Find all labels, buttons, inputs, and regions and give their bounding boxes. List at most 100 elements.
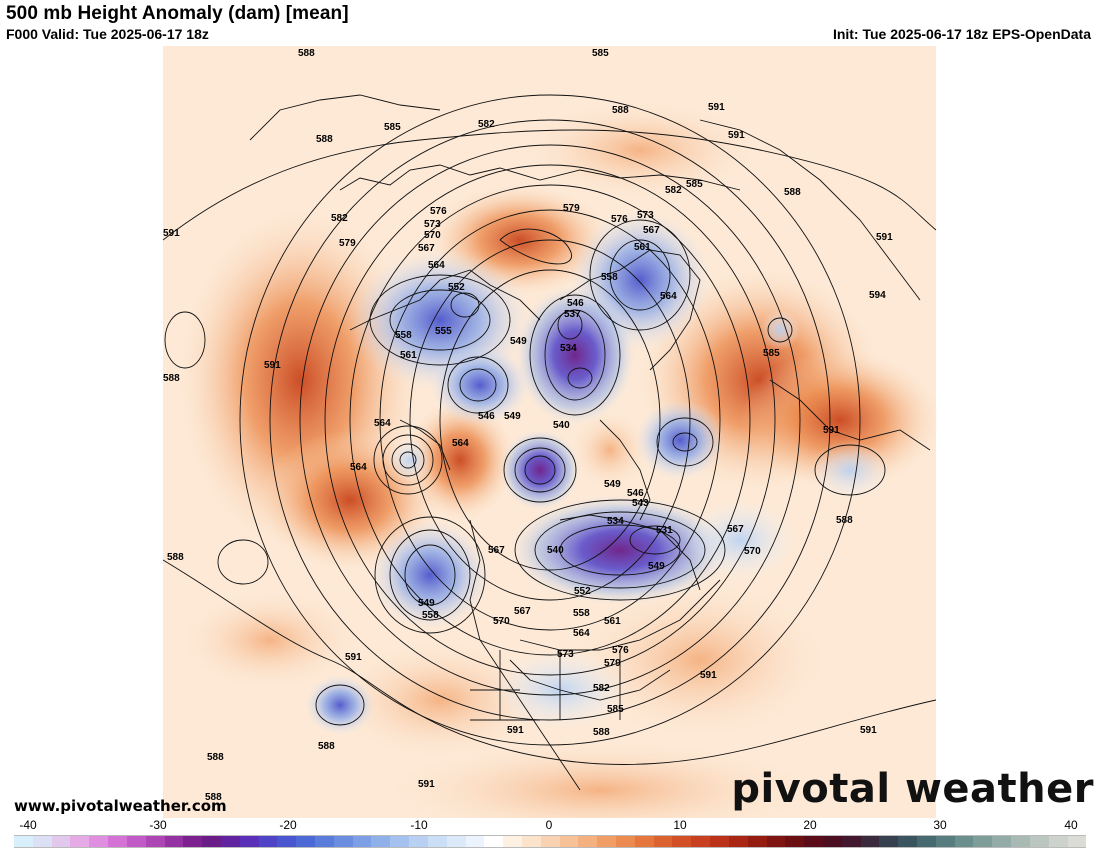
colorbar-swatch xyxy=(89,836,109,847)
contour-label: 537 xyxy=(564,309,581,320)
contour-label: 576 xyxy=(612,645,629,656)
contour-label: 546 xyxy=(627,488,644,499)
contour-label: 546 xyxy=(567,298,584,309)
colorbar-label: 40 xyxy=(1064,818,1078,832)
colorbar-swatch xyxy=(898,836,917,847)
contour-label: 564 xyxy=(452,438,469,449)
colorbar-label: 10 xyxy=(673,818,687,832)
contour-label: 582 xyxy=(478,119,495,130)
colorbar-swatch xyxy=(578,836,598,847)
contour-label: 582 xyxy=(593,683,610,694)
height-contours xyxy=(162,94,937,766)
contour-label: 540 xyxy=(547,545,564,556)
contour-label: 591 xyxy=(418,779,435,790)
contour-label: 582 xyxy=(665,185,682,196)
contour-label: 579 xyxy=(563,203,580,214)
contour-label: 561 xyxy=(604,616,621,627)
map-title: 500 mb Height Anomaly (dam) [mean] xyxy=(6,3,349,24)
contour-label: 588 xyxy=(784,187,801,198)
contour-label: 558 xyxy=(395,330,412,341)
contour-label: 549 xyxy=(648,561,665,572)
colorbar-swatch xyxy=(277,836,297,847)
contour-label: 585 xyxy=(592,48,609,59)
colorbar-label: -10 xyxy=(410,818,428,832)
contour-label: 585 xyxy=(763,348,780,359)
contour-label: 534 xyxy=(607,516,624,527)
contour-label: 567 xyxy=(488,545,505,556)
contour-label: 588 xyxy=(318,741,335,752)
contour-label: 567 xyxy=(514,606,531,617)
colorbar-swatch xyxy=(785,836,805,847)
contour-label: 582 xyxy=(331,213,348,224)
contour-label: 564 xyxy=(374,418,391,429)
contour-label: 558 xyxy=(422,610,439,621)
contour-label: 588 xyxy=(163,373,180,384)
colorbar-swatch xyxy=(822,836,842,847)
colorbar-swatch xyxy=(992,836,1012,847)
contour-label: 591 xyxy=(345,652,362,663)
contour-label: 567 xyxy=(643,225,660,236)
contour-label: 585 xyxy=(607,704,624,715)
colorbar-swatch xyxy=(728,836,748,847)
colorbar-swatch xyxy=(954,836,974,847)
colorbar-label: 20 xyxy=(803,818,817,832)
contour-label: 573 xyxy=(424,219,441,230)
contour-label: 561 xyxy=(400,350,417,361)
contour-label: 588 xyxy=(836,515,853,526)
colorbar-label: -20 xyxy=(279,818,297,832)
init-time: Init: Tue 2025-06-17 18z EPS-OpenData xyxy=(832,26,1091,42)
colorbar-swatch xyxy=(108,836,127,847)
colorbar-swatch xyxy=(634,836,654,847)
colorbar-swatch xyxy=(521,836,541,847)
colorbar-swatch xyxy=(465,836,485,847)
contour-label: 558 xyxy=(573,608,590,619)
contour-label: 549 xyxy=(604,479,621,490)
colorbar-swatch xyxy=(258,836,278,847)
contour-label: 549 xyxy=(418,598,435,609)
contour-label: 534 xyxy=(560,343,577,354)
colorbar-swatch xyxy=(559,836,579,847)
colorbar-swatch xyxy=(70,836,90,847)
map-panel: 585 588 591 582 585 588 591 591 588 585 … xyxy=(0,46,1100,818)
colorbar-swatch xyxy=(371,836,391,847)
contour-label: 540 xyxy=(553,420,570,431)
contour-label: 546 xyxy=(478,411,495,422)
contour-label: 573 xyxy=(557,649,574,660)
colorbar-swatch xyxy=(446,836,466,847)
height-anomaly-map: 585 588 591 582 585 588 591 591 588 585 … xyxy=(0,46,1100,818)
colorbar-swatch xyxy=(766,836,786,847)
contour-label: 588 xyxy=(205,792,222,803)
colorbar-labels: -40 -30 -20 -10 0 10 20 30 40 xyxy=(0,818,1100,834)
contour-label: 588 xyxy=(612,105,629,116)
colorbar-swatch xyxy=(202,836,221,847)
colorbar-swatch xyxy=(1029,836,1049,847)
contour-label: 588 xyxy=(298,48,315,59)
colorbar-swatch xyxy=(352,836,372,847)
colorbar-swatch xyxy=(597,836,616,847)
contour-label: 570 xyxy=(424,230,441,241)
contour-label: 561 xyxy=(634,242,651,253)
colorbar-label: 0 xyxy=(545,818,553,832)
contour-label: 564 xyxy=(660,291,677,302)
contour-label: 591 xyxy=(708,102,725,113)
contour-label: 570 xyxy=(744,546,761,557)
colorbar-swatch xyxy=(616,836,635,847)
contour-label: 585 xyxy=(686,179,703,190)
site-credit: www.pivotalweather.com xyxy=(14,797,227,815)
contour-label: 531 xyxy=(656,525,673,536)
contour-label: 591 xyxy=(876,232,893,243)
contour-label: 591 xyxy=(823,425,840,436)
colorbar-label: -30 xyxy=(149,818,167,832)
colorbar-swatch xyxy=(409,836,428,847)
contour-label: 567 xyxy=(727,524,744,535)
colorbar-label: 30 xyxy=(933,818,947,832)
colorbar-swatch xyxy=(503,836,522,847)
contour-label: 549 xyxy=(504,411,521,422)
colorbar-label: -40 xyxy=(19,818,37,832)
colorbar-swatch xyxy=(32,836,52,847)
colorbar-swatch xyxy=(691,836,711,847)
colorbar-swatch xyxy=(973,836,993,847)
colorbar xyxy=(14,835,1087,848)
colorbar-swatch xyxy=(710,836,729,847)
contour-label: 576 xyxy=(430,206,447,217)
